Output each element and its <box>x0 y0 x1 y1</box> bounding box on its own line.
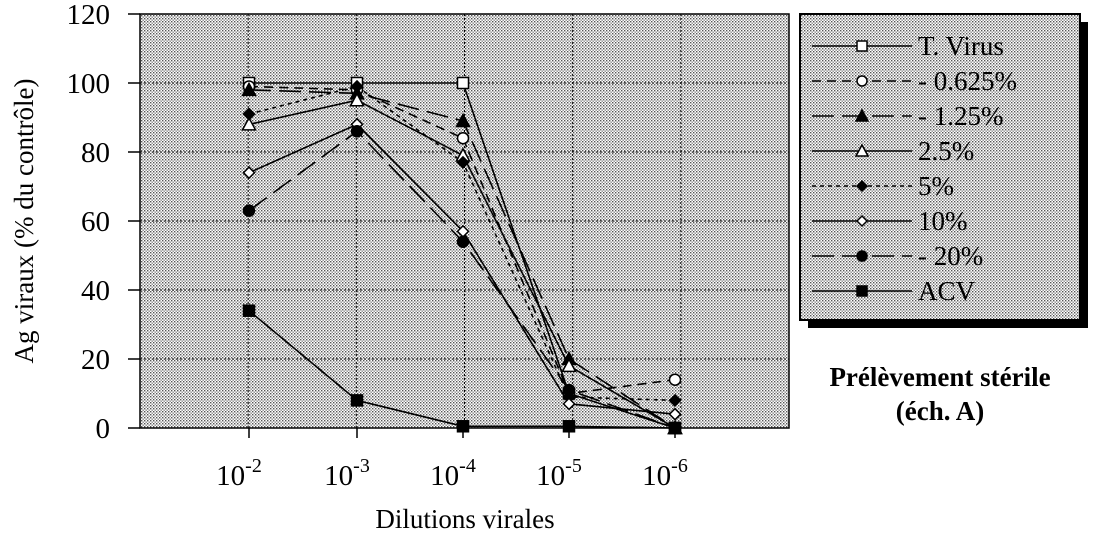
legend-label: - 0.625% <box>918 66 1017 96</box>
legend-marker <box>855 179 869 193</box>
data-point <box>668 421 682 435</box>
y-tick-label: 20 <box>81 344 110 376</box>
y-tick-label: 0 <box>96 413 111 445</box>
legend-label: T. Virus <box>918 31 1004 61</box>
y-axis-label: Ag viraux (% du contrôle) <box>9 79 39 364</box>
legend-marker <box>856 285 868 297</box>
series-acv <box>242 304 682 435</box>
legend-entry: ACV <box>812 276 976 306</box>
data-point <box>242 204 256 217</box>
legend-marker <box>856 250 868 262</box>
legend-marker <box>854 108 870 122</box>
data-point <box>241 81 257 97</box>
y-tick-label: 120 <box>67 0 111 31</box>
legend-label: 2.5% <box>918 136 974 166</box>
data-point <box>668 373 682 386</box>
y-tick-label: 60 <box>81 206 110 238</box>
legend-entry: 5% <box>812 171 954 201</box>
legend-marker <box>855 214 869 228</box>
x-tick-label: 10-2 <box>216 455 262 492</box>
legend-label: 5% <box>918 171 954 201</box>
y-axis: 0 20 40 60 80 100 120 <box>67 0 140 445</box>
data-point <box>668 407 682 421</box>
legend-entry: 10% <box>812 206 968 236</box>
gridlines <box>140 14 789 428</box>
data-point <box>456 131 470 145</box>
legend-marker <box>856 40 868 52</box>
data-point <box>456 235 470 248</box>
data-point <box>455 112 471 128</box>
series-layer <box>241 76 683 435</box>
x-tick-label: 10-6 <box>642 455 688 492</box>
x-tick-label: 10-5 <box>536 455 582 492</box>
data-point <box>350 394 364 407</box>
legend-label: - 20% <box>918 241 983 271</box>
x-tick-label: 10-4 <box>430 455 476 492</box>
y-tick-label: 100 <box>67 68 111 100</box>
legend-entry: 2.5% <box>812 136 974 166</box>
legend: T. Virus - 0.625% - 1.25% 2.5% 5% 10% - 20% ACV <box>799 13 1088 328</box>
data-point <box>241 116 257 131</box>
data-point <box>456 420 470 433</box>
legend-label: 10% <box>918 206 968 236</box>
chart-caption: Prélèvement stérile (éch. A) <box>790 360 1090 428</box>
data-point <box>350 125 364 138</box>
data-point <box>561 357 577 373</box>
data-point <box>562 397 576 411</box>
legend-entry: T. Virus <box>812 31 1004 61</box>
y-tick-label: 80 <box>81 137 110 169</box>
data-point <box>456 76 470 90</box>
series-5- <box>242 79 682 407</box>
legend-label: ACV <box>918 276 976 306</box>
data-point <box>242 107 256 121</box>
legend-box <box>799 13 1081 321</box>
data-point <box>349 92 365 107</box>
data-point <box>562 383 576 397</box>
x-axis-label: Dilutions virales <box>375 504 554 534</box>
data-point <box>242 304 256 317</box>
data-point <box>562 420 576 433</box>
legend-entry: - 20% <box>812 241 983 271</box>
x-axis: 10-2 10-3 10-4 10-5 10-6 <box>216 428 688 492</box>
legend-marker <box>856 75 868 87</box>
caption-line-2: (éch. A) <box>895 396 985 426</box>
legend-label: - 1.25% <box>918 101 1003 131</box>
x-tick-label: 10-3 <box>324 455 370 492</box>
data-point <box>456 155 470 169</box>
y-tick-label: 40 <box>81 275 110 307</box>
series-10- <box>242 117 682 421</box>
data-point <box>242 166 256 180</box>
data-point <box>668 393 682 407</box>
data-point <box>350 79 364 94</box>
legend-marker <box>854 143 870 157</box>
caption-line-1: Prélèvement stérile <box>829 362 1051 392</box>
legend-entry: - 0.625% <box>812 66 1017 96</box>
legend-entry: - 1.25% <box>812 101 1003 131</box>
